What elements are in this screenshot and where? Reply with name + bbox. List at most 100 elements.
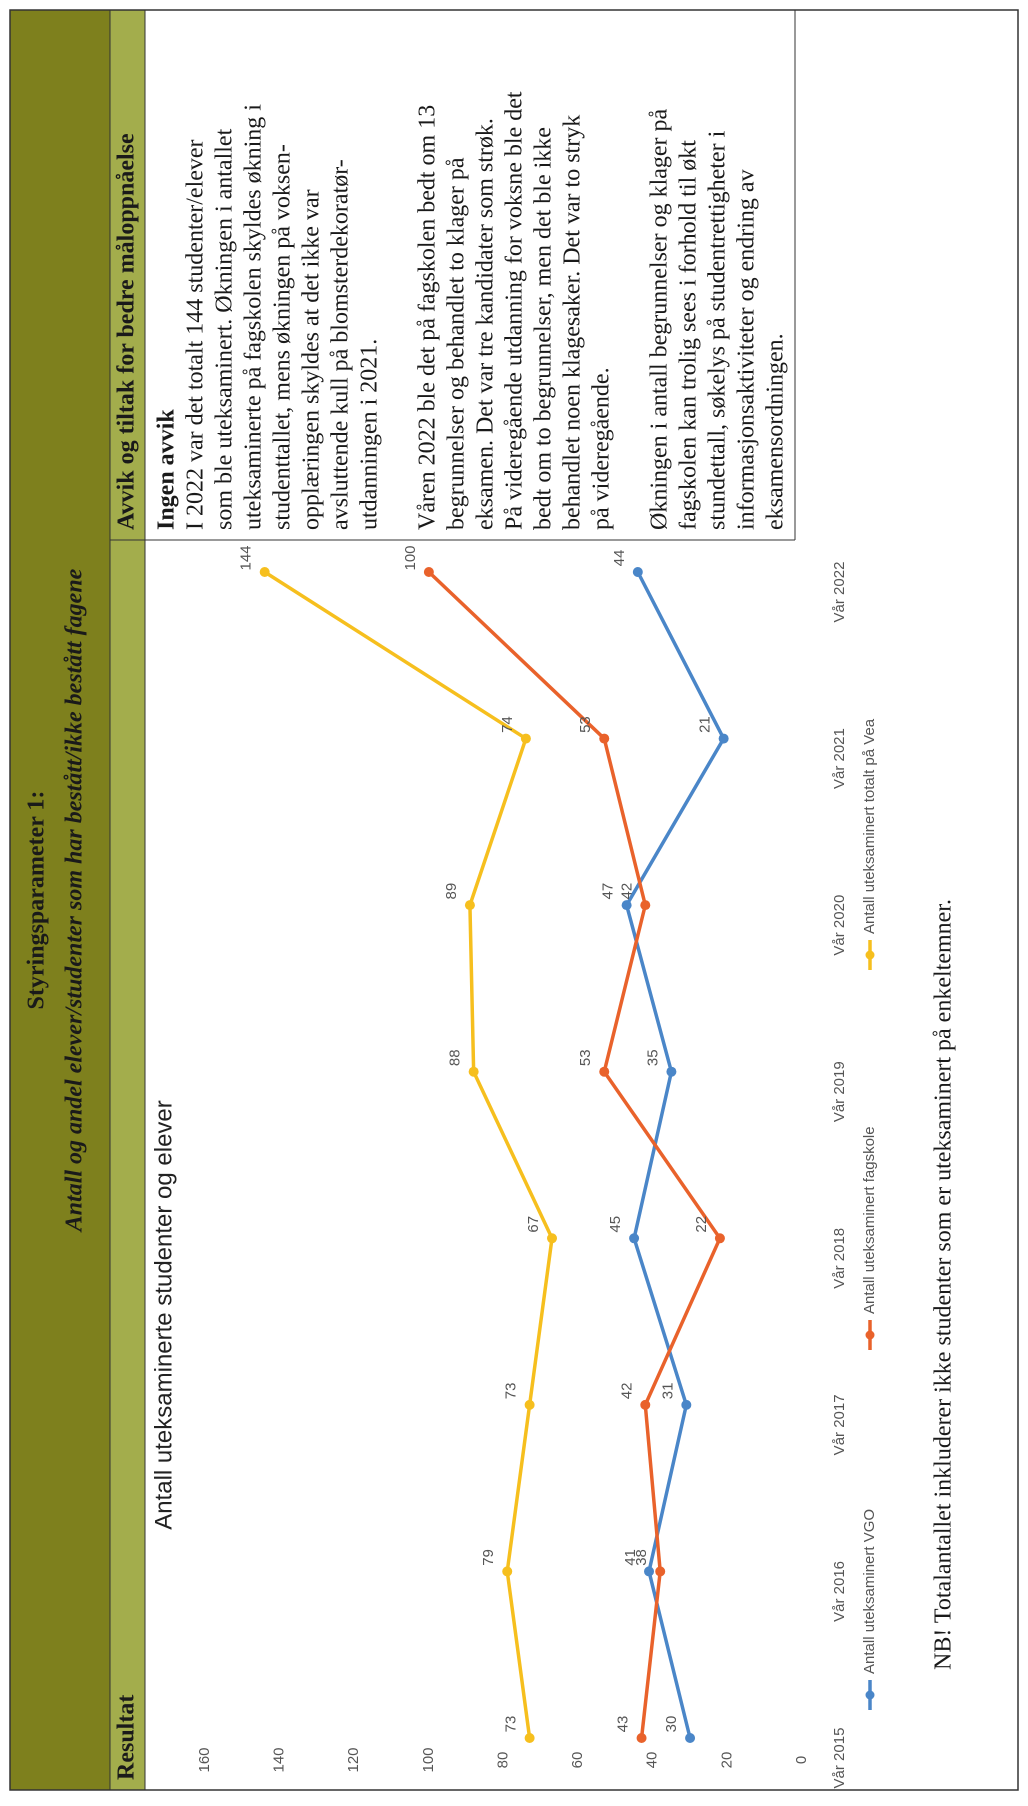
header-subtitle: Antall og andel elever/studenter som har… [62, 568, 88, 1233]
data-label: 43 [615, 1716, 632, 1733]
data-point [423, 567, 434, 577]
series-line [263, 570, 554, 1739]
data-label: 79 [480, 1549, 497, 1566]
data-point [259, 567, 270, 577]
data-label: 41 [622, 1549, 639, 1566]
data-point [714, 1233, 725, 1244]
x-tick-label: Vår 2015 [831, 1728, 848, 1789]
y-tick-label: 80 [494, 1752, 511, 1769]
assessment-line: stundettall, søkelys på studentrettighet… [705, 130, 731, 530]
legend-label: Antall uteksaminert VGO [861, 1509, 878, 1674]
data-label: 42 [618, 1383, 635, 1400]
data-label: 30 [663, 1716, 680, 1733]
data-label: 144 [238, 545, 255, 570]
assessment-line: som ble uteksaminert. Økningen i antalle… [212, 128, 238, 530]
assessment-line: avsluttende kull på blomsterdekoratør- [328, 159, 354, 530]
y-tick-label: 60 [569, 1752, 586, 1769]
assessment-line: eksamen. Det var tre kandidater som strø… [473, 118, 499, 530]
data-point [666, 1066, 677, 1077]
data-point [681, 1399, 692, 1410]
y-tick-label: 0 [793, 1756, 810, 1764]
data-point [520, 733, 531, 744]
data-label: 74 [499, 716, 516, 733]
footnote: NB! Totalantallet inkluderer ikke studen… [931, 899, 957, 1670]
data-label: 53 [577, 1049, 594, 1066]
data-point [718, 733, 729, 744]
data-label: 47 [600, 883, 617, 900]
series-line [624, 571, 726, 1739]
assessment-line: Våren 2022 ble det på fagskolen bedt om … [415, 105, 441, 530]
assessment-line: uteksaminerte på fagskolen skyldes øknin… [241, 104, 267, 530]
data-label: 45 [607, 1216, 624, 1233]
data-point [524, 1399, 535, 1410]
legend-label: Antall uteksaminert fagskole [861, 1126, 878, 1314]
data-point [621, 900, 632, 911]
data-point [685, 1733, 696, 1743]
assessment-line: eksamensordningen. [763, 333, 789, 530]
data-label: 22 [693, 1216, 710, 1233]
data-point [640, 1399, 651, 1410]
data-point [655, 1566, 666, 1577]
data-point [640, 900, 651, 911]
y-tick-label: 140 [271, 1747, 288, 1772]
data-label: 31 [659, 1383, 676, 1400]
data-point [524, 1733, 535, 1743]
title-band [10, 10, 110, 1790]
column-header: Avvik og tiltak for bedre måloppnåelse [114, 133, 140, 530]
data-label: 44 [611, 550, 628, 567]
assessment-line: bedt om to begrunnelser, men det ble ikk… [531, 127, 557, 530]
data-point [629, 1233, 640, 1244]
x-tick-label: Vår 2021 [831, 728, 848, 789]
header-title: Styringsparameter 1: [24, 791, 50, 1010]
data-label: 21 [697, 716, 714, 733]
legend-label: Antall uteksaminert totalt på Vea [861, 718, 878, 934]
data-label: 88 [447, 1049, 464, 1066]
legend-swatch-dot [865, 1690, 875, 1700]
x-tick-label: Vår 2020 [831, 895, 848, 956]
assessment-line: begrunnelser og behandlet to klager på [444, 157, 470, 530]
assessment-line: behandlet noen klagesaker. Det var to st… [560, 115, 586, 530]
x-tick-label: Vår 2018 [831, 1228, 848, 1289]
assessment-heading: Ingen avvik [154, 409, 180, 530]
assessment-line: På videregående utdanning for voksne ble… [502, 91, 528, 530]
y-tick-label: 160 [196, 1747, 213, 1772]
data-label: 73 [503, 1383, 520, 1400]
assessment-line: studenttallet, mens økningen på voksen- [270, 144, 296, 530]
data-label: 73 [503, 1716, 520, 1733]
data-label: 53 [577, 716, 594, 733]
data-point [464, 900, 475, 911]
data-point [632, 567, 643, 577]
data-point [599, 733, 610, 744]
data-point [599, 1066, 610, 1077]
y-tick-label: 100 [420, 1747, 437, 1772]
table-border [9, 9, 1019, 1791]
assessment-line: I 2022 var det totalt 144 studenter/elev… [183, 139, 209, 530]
data-point [468, 1066, 479, 1077]
column-header-band [110, 10, 145, 1790]
x-tick-label: Vår 2017 [831, 1394, 848, 1455]
data-point [502, 1566, 513, 1577]
y-tick-label: 40 [644, 1752, 661, 1769]
data-label: 38 [633, 1549, 650, 1566]
legend-swatch-dot [865, 950, 875, 960]
data-label: 35 [644, 1049, 661, 1066]
chart-title: Antall uteksaminerte studenter og elever [150, 1100, 177, 1530]
column-header: Resultat [114, 1695, 140, 1780]
data-point [547, 1233, 558, 1244]
y-tick-label: 120 [345, 1747, 362, 1772]
x-tick-label: Vår 2019 [831, 1061, 848, 1122]
data-point [636, 1733, 647, 1743]
data-label: 42 [618, 883, 635, 900]
assessment-line: opplæringen skyldes at det ikke var [299, 189, 325, 530]
assessment-line: på videregående. [589, 367, 615, 530]
series-line [427, 570, 722, 1739]
x-tick-label: Vår 2022 [831, 562, 848, 623]
rotated-page: Styringsparameter 1: Antall og andel ele… [9, 9, 1019, 1791]
assessment-line: informasjonsaktiviteter og endring av [734, 169, 760, 530]
data-label: 89 [443, 883, 460, 900]
assessment-line: Økningen i antall begrunnelser og klager… [647, 108, 673, 530]
data-label: 67 [525, 1216, 542, 1233]
x-tick-label: Vår 2016 [831, 1561, 848, 1622]
data-point [644, 1566, 655, 1577]
